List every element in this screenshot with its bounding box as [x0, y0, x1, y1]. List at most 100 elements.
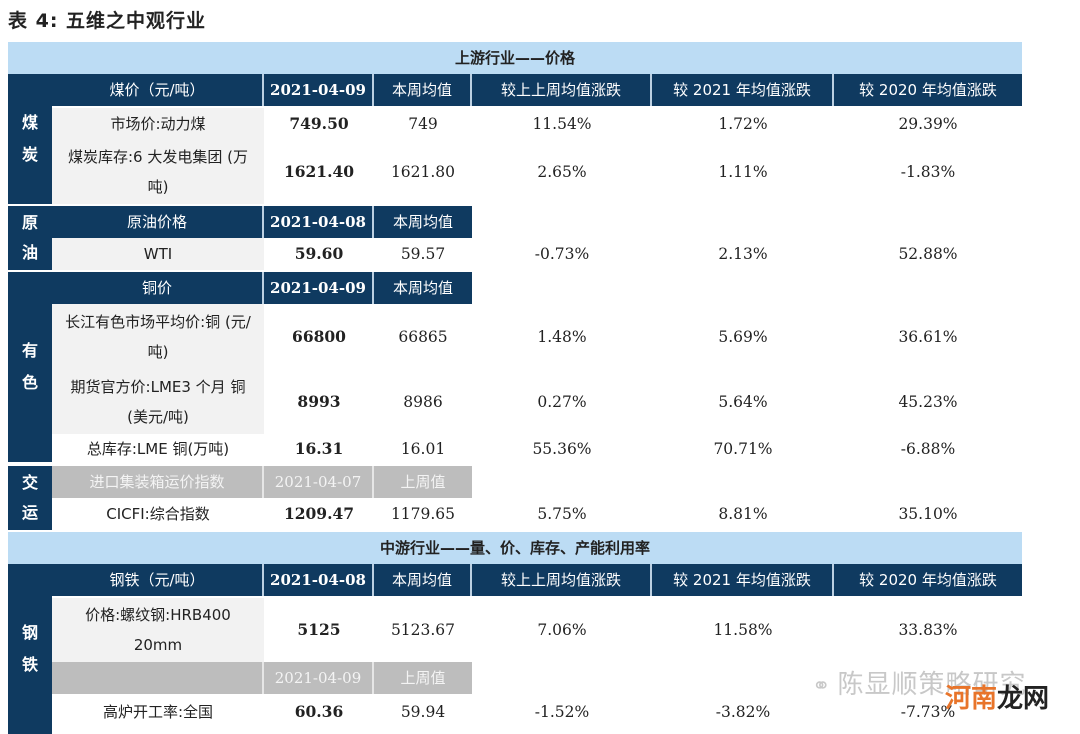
- site-logo: 河南龙网: [945, 678, 1049, 715]
- latest-value: 1209.47: [283, 504, 355, 523]
- table-row: CICFI:综合指数 1209.47 1179.65 5.75% 8.81% 3…: [52, 498, 1022, 530]
- col-header-oil: 原油价格: [52, 206, 264, 238]
- vs-2021-value: 70.71%: [713, 440, 773, 458]
- table-row: 市场价:动力煤 749.50 749 11.54% 1.72% 29.39%: [52, 108, 1022, 140]
- col-header-prev-week: 上周值: [374, 466, 472, 498]
- col-header-vs-2020: 较 2020 年均值涨跌: [834, 564, 1022, 596]
- col-header-date: 2021-04-09: [264, 662, 374, 694]
- coal-header-row: 煤价（元/吨） 2021-04-09 本周均值 较上上周均值涨跌 较 2021 …: [52, 74, 1022, 106]
- vs-2021-value: 2.13%: [718, 245, 768, 263]
- row-label: 煤炭库存:6 大发电集团 (万吨): [52, 140, 264, 204]
- section-header-midstream: 中游行业——量、价、库存、产能利用率: [8, 532, 1022, 564]
- latest-value: 59.60: [294, 244, 344, 263]
- vs-2021-value: 8.81%: [718, 505, 768, 523]
- vs-2020-value: 33.83%: [898, 621, 958, 639]
- vs-2020-value: -6.88%: [900, 440, 956, 458]
- vs-2020-value: 52.88%: [898, 245, 958, 263]
- section-header-upstream: 上游行业——价格: [8, 42, 1022, 74]
- oil-header-row: 原油价格 2021-04-08 本周均值: [52, 206, 472, 238]
- vs-2021-value: 5.64%: [718, 393, 768, 411]
- col-header-prev-week: 上周值: [374, 662, 472, 694]
- category-steel: 钢 铁: [8, 564, 52, 734]
- week-avg-value: 749: [408, 115, 438, 133]
- col-header-blank: [52, 662, 264, 694]
- watermark-text: 陈显顺策略研究: [837, 670, 1027, 700]
- col-header-week-avg: 本周均值: [374, 74, 472, 106]
- vs-prev-week-value: 11.54%: [532, 115, 592, 133]
- category-char: 油: [21, 243, 38, 262]
- shipping-header-row: 进口集装箱运价指数 2021-04-07 上周值: [52, 466, 472, 498]
- col-header-date: 2021-04-08: [264, 206, 374, 238]
- category-char: 交: [21, 473, 38, 492]
- vs-prev-week-value: 1.48%: [537, 328, 587, 346]
- category-char: 铁: [21, 655, 38, 674]
- table-row: 期货官方价:LME3 个月 铜(美元/吨) 8993 8986 0.27% 5.…: [52, 370, 1022, 434]
- wechat-icon: ⚭: [812, 674, 832, 699]
- latest-value: 66800: [292, 327, 346, 346]
- row-label: WTI: [52, 238, 264, 270]
- category-char: 钢: [21, 623, 38, 642]
- week-avg-value: 16.01: [400, 440, 446, 458]
- table-row: 高炉开工率:全国 60.36 59.94 -1.52% -3.82% -7.73…: [52, 694, 1022, 730]
- vs-2020-value: 29.39%: [898, 115, 958, 133]
- row-label: 总库存:LME 铜(万吨): [52, 434, 264, 464]
- vs-2020-value: -1.83%: [900, 163, 956, 181]
- vs-prev-week-value: -1.52%: [534, 703, 590, 721]
- vs-2020-value: 45.23%: [898, 393, 958, 411]
- category-char: 运: [21, 503, 38, 522]
- category-oil: 原 油: [8, 206, 52, 270]
- vs-2020-value: 35.10%: [898, 505, 958, 523]
- week-avg-value: 59.57: [400, 245, 446, 263]
- col-header-vs-prev-week: 较上上周均值涨跌: [472, 74, 652, 106]
- col-header-copper: 铜价: [52, 272, 264, 304]
- latest-value: 60.36: [294, 702, 344, 721]
- table-row: 长江有色市场平均价:铜 (元/吨) 66800 66865 1.48% 5.69…: [52, 304, 1022, 370]
- category-char: 煤: [21, 113, 38, 132]
- table-row: 价格:螺纹钢:HRB400 20mm 5125 5123.67 7.06% 11…: [52, 598, 1022, 662]
- latest-value: 8993: [297, 392, 341, 411]
- nonferrous-header-row: 铜价 2021-04-09 本周均值: [52, 272, 472, 304]
- vs-2021-value: 5.69%: [718, 328, 768, 346]
- vs-prev-week-value: 7.06%: [537, 621, 587, 639]
- latest-value: 5125: [297, 620, 341, 639]
- week-avg-value: 59.94: [400, 703, 446, 721]
- vs-prev-week-value: -0.73%: [534, 245, 590, 263]
- week-avg-value: 8986: [403, 393, 443, 411]
- vs-prev-week-value: 5.75%: [537, 505, 587, 523]
- steel-header-row: 钢铁（元/吨） 2021-04-08 本周均值 较上上周均值涨跌 较 2021 …: [52, 564, 1022, 596]
- category-char: 色: [21, 373, 38, 392]
- col-header-date: 2021-04-09: [264, 272, 374, 304]
- latest-value: 16.31: [294, 439, 344, 458]
- row-label: 价格:螺纹钢:HRB400 20mm: [52, 598, 264, 662]
- col-header-vs-2020: 较 2020 年均值涨跌: [834, 74, 1022, 106]
- col-header-shipping: 进口集装箱运价指数: [52, 466, 264, 498]
- col-header-vs-2021: 较 2021 年均值涨跌: [652, 74, 834, 106]
- col-header-date: 2021-04-08: [264, 564, 374, 596]
- vs-prev-week-value: 0.27%: [537, 393, 587, 411]
- row-label: 期货官方价:LME3 个月 铜(美元/吨): [52, 370, 264, 434]
- site-logo-part: 河南: [945, 684, 998, 714]
- col-header-coal: 煤价（元/吨）: [52, 74, 264, 106]
- vs-prev-week-value: 2.65%: [537, 163, 587, 181]
- latest-value: 749.50: [289, 114, 349, 133]
- week-avg-value: 66865: [398, 328, 448, 346]
- vs-2021-value: 11.58%: [713, 621, 773, 639]
- vs-2021-value: 1.72%: [718, 115, 768, 133]
- col-header-week-avg: 本周均值: [374, 272, 472, 304]
- row-label: 高炉开工率:全国: [52, 694, 264, 730]
- table-title: 表 4: 五维之中观行业: [8, 10, 207, 32]
- row-label: 长江有色市场平均价:铜 (元/吨): [52, 304, 264, 370]
- col-header-steel: 钢铁（元/吨）: [52, 564, 264, 596]
- table-row: 煤炭库存:6 大发电集团 (万吨) 1621.40 1621.80 2.65% …: [52, 140, 1022, 204]
- category-char: 有: [21, 341, 38, 360]
- week-avg-value: 1179.65: [390, 505, 456, 523]
- col-header-date: 2021-04-07: [264, 466, 374, 498]
- category-char: 炭: [21, 145, 38, 164]
- week-avg-value: 5123.67: [390, 621, 456, 639]
- vs-2021-value: -3.82%: [715, 703, 771, 721]
- category-shipping: 交 运: [8, 466, 52, 530]
- table-row: 总库存:LME 铜(万吨) 16.31 16.01 55.36% 70.71% …: [52, 434, 1022, 464]
- category-char: 原: [21, 213, 38, 232]
- col-header-week-avg: 本周均值: [374, 564, 472, 596]
- vs-prev-week-value: 55.36%: [532, 440, 592, 458]
